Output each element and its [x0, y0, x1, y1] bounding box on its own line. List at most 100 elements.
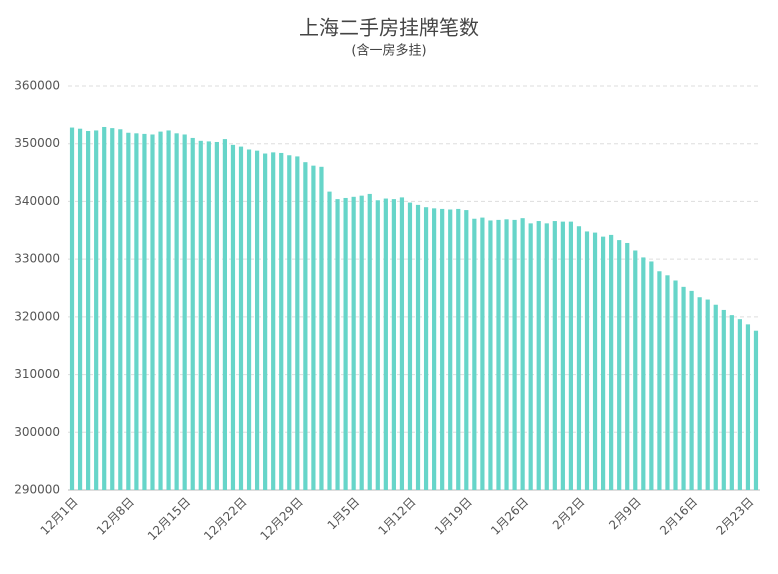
bar	[246, 149, 252, 490]
bar	[504, 219, 509, 490]
bar	[182, 134, 187, 491]
bar	[271, 152, 276, 490]
bar	[150, 134, 155, 491]
bar	[238, 146, 244, 490]
bar	[600, 236, 606, 490]
bar	[496, 219, 501, 490]
bar	[86, 131, 91, 490]
bar	[464, 210, 469, 491]
bar	[110, 128, 115, 491]
bar	[415, 204, 421, 491]
bar	[721, 309, 726, 490]
y-tick-label: 310000	[14, 367, 60, 381]
bar	[576, 226, 582, 490]
bar	[512, 219, 517, 490]
y-tick-label: 320000	[14, 309, 60, 323]
y-tick-label: 340000	[14, 194, 60, 208]
bar	[753, 330, 759, 490]
x-tick-label: 2月23日	[713, 495, 756, 538]
bar	[633, 250, 638, 490]
bar	[303, 162, 308, 490]
bar	[536, 221, 541, 490]
bar	[287, 155, 292, 490]
bar	[222, 139, 228, 490]
bar	[391, 199, 396, 490]
x-tick-label: 12月15日	[145, 495, 193, 543]
chart-subtitle: (含一房多挂)	[351, 43, 426, 59]
bar	[609, 234, 614, 490]
bar	[456, 208, 461, 490]
x-tick-label: 2月16日	[657, 495, 700, 538]
bar	[432, 208, 437, 490]
bar	[311, 165, 316, 490]
x-tick-label: 2月2日	[550, 495, 588, 533]
bar	[673, 280, 678, 490]
bar	[198, 140, 203, 491]
bar	[102, 126, 107, 490]
bar	[126, 132, 131, 490]
y-tick-label: 350000	[14, 136, 60, 150]
bar	[69, 127, 75, 490]
bar	[617, 240, 622, 490]
bar	[335, 199, 340, 490]
bar	[488, 220, 493, 490]
bar	[665, 275, 670, 490]
bar	[625, 242, 630, 490]
bar	[367, 193, 372, 490]
bar	[118, 129, 123, 491]
bar	[166, 130, 171, 490]
bar	[351, 196, 356, 490]
y-tick-label: 290000	[14, 483, 60, 497]
x-tick-label: 12月1日	[38, 495, 81, 538]
bar	[552, 221, 557, 490]
bar	[568, 221, 574, 490]
x-tick-label: 1月19日	[432, 495, 475, 538]
x-tick-label: 12月8日	[94, 495, 137, 538]
bar	[472, 218, 477, 490]
bar	[520, 218, 525, 490]
bar	[448, 209, 453, 490]
bar	[94, 130, 99, 490]
bar	[560, 221, 565, 490]
x-tick-label: 1月12日	[376, 495, 419, 538]
bar	[327, 191, 332, 491]
y-tick-label: 360000	[14, 79, 60, 93]
x-tick-label: 1月5日	[325, 495, 363, 533]
bar	[729, 315, 734, 490]
bar	[592, 232, 598, 490]
bar	[134, 133, 139, 490]
bar	[697, 297, 702, 490]
x-tick-label: 12月29日	[257, 495, 305, 543]
bar	[263, 153, 268, 491]
bar	[681, 286, 686, 490]
bar	[375, 200, 380, 490]
y-tick-label: 330000	[14, 252, 60, 266]
bar	[745, 324, 751, 490]
x-tick-label: 1月26日	[488, 495, 531, 538]
bar	[657, 271, 662, 490]
chart-title: 上海二手房挂牌笔数	[299, 16, 479, 40]
y-tick-label: 300000	[14, 425, 60, 439]
bar	[399, 197, 405, 491]
bar	[343, 197, 348, 491]
bar	[528, 223, 533, 491]
bar	[383, 198, 388, 491]
bar	[705, 299, 710, 490]
x-tick-label: 12月22日	[201, 495, 249, 543]
bar	[158, 131, 163, 490]
bar	[649, 261, 654, 490]
bar	[254, 150, 260, 490]
bar	[190, 137, 195, 490]
bar	[319, 166, 324, 491]
bar	[641, 257, 646, 490]
bar	[279, 152, 284, 490]
bar	[544, 223, 549, 491]
bar	[737, 319, 742, 490]
bar	[713, 304, 718, 490]
bar	[407, 202, 413, 490]
bar	[214, 141, 219, 491]
bar	[359, 195, 364, 490]
bar	[77, 128, 83, 491]
bar	[423, 207, 429, 490]
